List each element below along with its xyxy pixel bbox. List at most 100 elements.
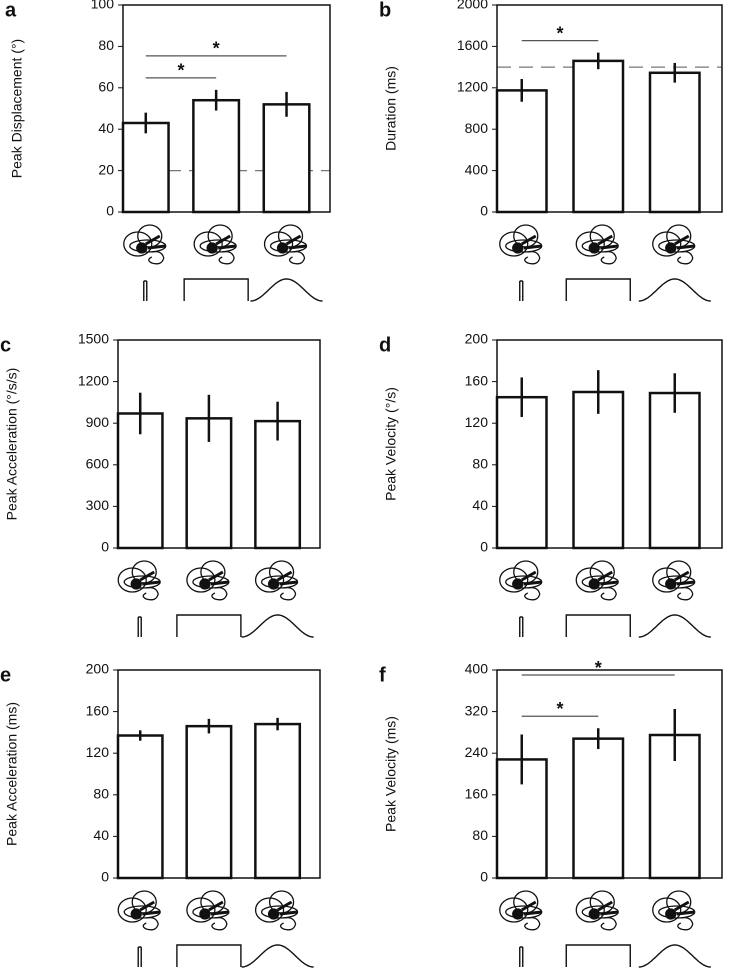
ear-canal xyxy=(186,567,216,593)
cochlea xyxy=(211,916,228,931)
cochlea xyxy=(600,916,617,931)
ear-canal xyxy=(652,231,682,257)
plot-frame xyxy=(496,339,723,549)
significance-label: * xyxy=(556,699,563,719)
panel-label: a xyxy=(5,0,17,21)
stimulus-icon xyxy=(519,946,524,967)
stimulus-icon xyxy=(519,616,524,637)
stimulus-icon xyxy=(565,614,631,637)
nerve xyxy=(521,900,542,916)
ear-icon xyxy=(499,224,543,265)
panel-label: e xyxy=(0,664,11,686)
y-tick-label: 400 xyxy=(465,661,489,677)
nerve xyxy=(276,900,298,916)
utricle xyxy=(267,578,280,590)
y-tick-label: 160 xyxy=(86,702,110,718)
nerve xyxy=(208,900,230,916)
y-tick-label: 40 xyxy=(93,827,109,843)
y-tick-label: 300 xyxy=(86,497,110,513)
y-tick-label: 0 xyxy=(106,203,114,219)
stimulus-icon xyxy=(638,944,711,968)
bar xyxy=(572,59,625,214)
y-tick-label: 600 xyxy=(86,456,110,472)
plot-frame xyxy=(122,4,331,213)
utricle xyxy=(512,242,524,254)
cochlea xyxy=(148,250,165,265)
cochlea xyxy=(288,250,306,265)
y-axis-label: Peak Acceleration (ms) xyxy=(4,702,20,846)
y-axis-label: Peak Acceleration (°/s/s) xyxy=(4,368,20,521)
cochlea xyxy=(279,586,297,601)
y-tick-label: 100 xyxy=(91,0,115,12)
y-axis-label: Peak Velocity (ms) xyxy=(383,716,399,832)
stimulus-icon xyxy=(143,280,148,301)
ear-icon xyxy=(186,890,230,931)
stimulus-icon xyxy=(183,278,249,301)
ear-icon xyxy=(117,560,161,601)
nerve xyxy=(139,900,161,916)
ear-icon xyxy=(652,560,696,601)
cochlea xyxy=(142,586,159,601)
ear-icon xyxy=(499,560,543,601)
ear-canal xyxy=(254,567,285,593)
bar xyxy=(192,98,241,214)
y-tick-label: 40 xyxy=(98,120,114,136)
y-tick-label: 400 xyxy=(465,161,489,177)
nerve xyxy=(139,570,161,586)
ear-canal xyxy=(117,897,147,923)
y-tick-label: 0 xyxy=(480,869,488,885)
step xyxy=(183,278,249,301)
ear-canal xyxy=(263,231,294,257)
nerve xyxy=(521,234,542,250)
cosine xyxy=(638,614,711,638)
utricle xyxy=(199,578,211,590)
cochlea xyxy=(218,250,235,265)
utricle xyxy=(206,242,218,254)
significance-label: * xyxy=(595,658,602,678)
utricle xyxy=(512,908,524,920)
plot-frame xyxy=(117,669,321,879)
ear-icon xyxy=(254,560,299,601)
ear-canal xyxy=(575,897,605,923)
y-tick-label: 2000 xyxy=(457,0,488,12)
step xyxy=(565,944,631,967)
ear-icon xyxy=(652,890,696,931)
utricle xyxy=(512,578,524,590)
nerve xyxy=(208,570,230,586)
ear-icon xyxy=(186,560,230,601)
panel-label: b xyxy=(379,0,391,21)
nerve xyxy=(215,234,237,250)
ear-canal xyxy=(499,897,529,923)
plot-frame xyxy=(117,339,321,549)
nerve xyxy=(597,570,619,586)
panel-label: c xyxy=(0,334,11,356)
y-tick-label: 0 xyxy=(480,539,488,555)
stimulus-icon xyxy=(137,616,142,637)
impulse xyxy=(137,616,142,637)
utricle xyxy=(136,242,148,254)
bar xyxy=(116,734,164,880)
stimulus-icon xyxy=(176,614,242,637)
bar xyxy=(572,737,625,880)
utricle xyxy=(130,578,142,590)
ear-icon xyxy=(575,890,619,931)
cosine xyxy=(241,944,314,968)
y-tick-label: 1200 xyxy=(78,372,109,388)
y-tick-label: 120 xyxy=(465,414,489,430)
impulse xyxy=(519,616,524,637)
y-tick-label: 1200 xyxy=(457,79,488,95)
y-tick-label: 160 xyxy=(465,786,489,802)
utricle xyxy=(276,242,289,254)
nerve xyxy=(521,570,542,586)
cochlea xyxy=(524,586,541,601)
y-tick-label: 80 xyxy=(93,786,109,802)
stimulus-icon xyxy=(519,280,524,301)
ear-icon xyxy=(652,224,696,265)
nerve xyxy=(674,570,695,586)
cochlea xyxy=(211,586,228,601)
utricle xyxy=(665,242,677,254)
cosine xyxy=(250,278,323,302)
ear-canal xyxy=(499,567,529,593)
cochlea xyxy=(142,916,159,931)
plot-frame xyxy=(496,4,723,213)
